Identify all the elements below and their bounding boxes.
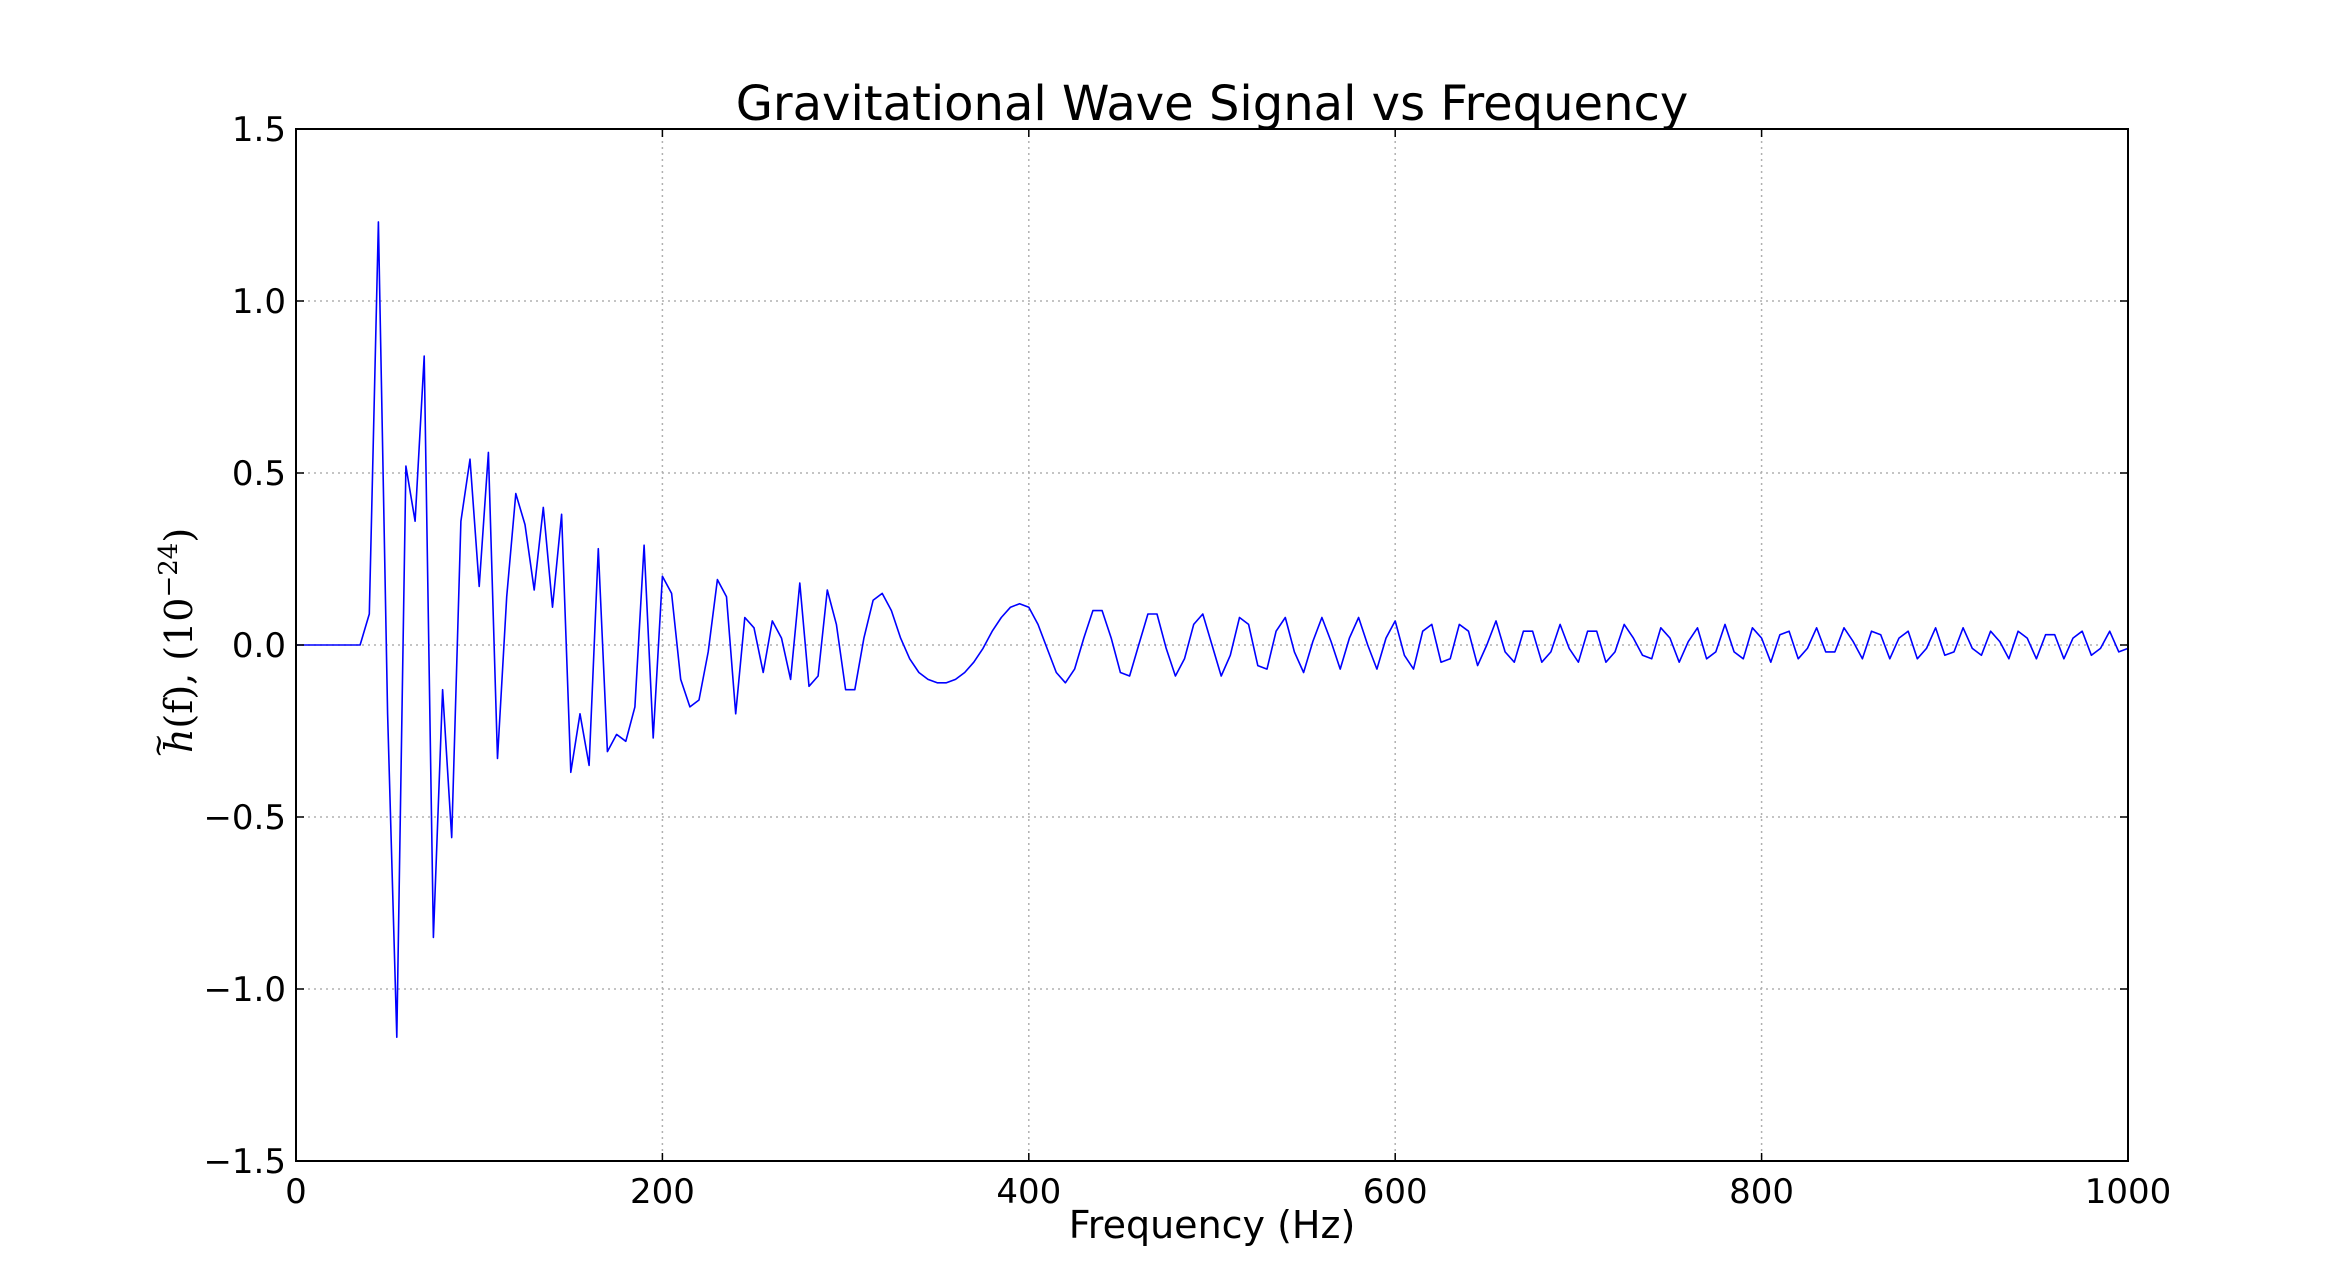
x-tick-label: 1000 bbox=[2085, 1172, 2172, 1212]
x-tick-label: 0 bbox=[285, 1172, 307, 1212]
y-axis-label-args: (f), (10 bbox=[157, 598, 201, 729]
series-layer bbox=[296, 221, 2129, 1038]
x-tick-label: 400 bbox=[996, 1172, 1061, 1212]
y-tick-label: 0.0 bbox=[232, 626, 286, 666]
ticks bbox=[295, 128, 2129, 1162]
y-axis-label-symbol: h bbox=[157, 729, 201, 753]
y-tick-label: 1.5 bbox=[232, 110, 286, 150]
x-tick-labels: 0 200 400 600 800 1000 bbox=[285, 1172, 2171, 1212]
y-axis-label-close: ) bbox=[157, 528, 201, 543]
y-tick-label: −1.0 bbox=[203, 970, 286, 1010]
y-axis-label-tilde: ~ bbox=[141, 733, 176, 758]
y-tick-label: −1.5 bbox=[203, 1142, 286, 1182]
y-axis-label-exponent: −24 bbox=[154, 543, 184, 598]
x-tick-label: 600 bbox=[1363, 1172, 1428, 1212]
svg-text:~h(f), (10−24): ~h(f), (10−24) bbox=[141, 528, 201, 758]
x-tick-label: 200 bbox=[630, 1172, 695, 1212]
grid bbox=[296, 129, 2128, 1161]
y-tick-label: 1.0 bbox=[232, 282, 286, 322]
y-tick-label: 0.5 bbox=[232, 454, 286, 494]
x-tick-label: 800 bbox=[1729, 1172, 1794, 1212]
x-axis-label: Frequency (Hz) bbox=[1069, 1203, 1356, 1247]
series-line bbox=[296, 221, 2129, 1038]
y-tick-labels: −1.5 −1.0 −0.5 0.0 0.5 1.0 1.5 bbox=[203, 110, 286, 1182]
chart-title: Gravitational Wave Signal vs Frequency bbox=[736, 76, 1689, 132]
y-axis-label: ~h(f), (10−24) bbox=[141, 528, 201, 758]
y-tick-label: −0.5 bbox=[203, 798, 286, 838]
